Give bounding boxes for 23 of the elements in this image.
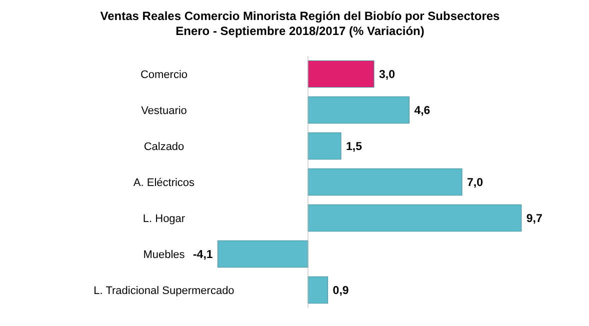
bar [308,96,410,124]
y-tick-label: L. Hogar [142,212,186,225]
data-label: -4,1 [192,249,214,262]
chart-title: Ventas Reales Comercio Minorista Región del Biobío por Subsectores [100,9,500,23]
data-label: 4,6 [414,105,430,118]
chart-subtitle: Enero - Septiembre 2018/2017 (% Variación) [176,24,424,38]
data-label: 0,9 [332,285,349,298]
bar [308,204,522,232]
bar [308,60,374,88]
bar [308,132,342,160]
y-tick-label: Vestuario [141,104,187,117]
y-tick-label: Muebles [143,248,186,261]
y-tick-label: Calzado [144,140,184,153]
data-label: 7,0 [467,177,483,190]
bar [308,276,328,304]
y-tick-label: A. Eléctricos [133,176,196,189]
y-tick-label: L. Tradicional Supermercado [94,284,234,297]
data-label: 1,5 [346,141,363,154]
data-label: 9,7 [526,213,542,226]
data-label: 3,0 [379,69,395,82]
y-tick-label: Comercio [140,68,188,81]
bar [308,168,462,196]
bar [218,240,308,268]
